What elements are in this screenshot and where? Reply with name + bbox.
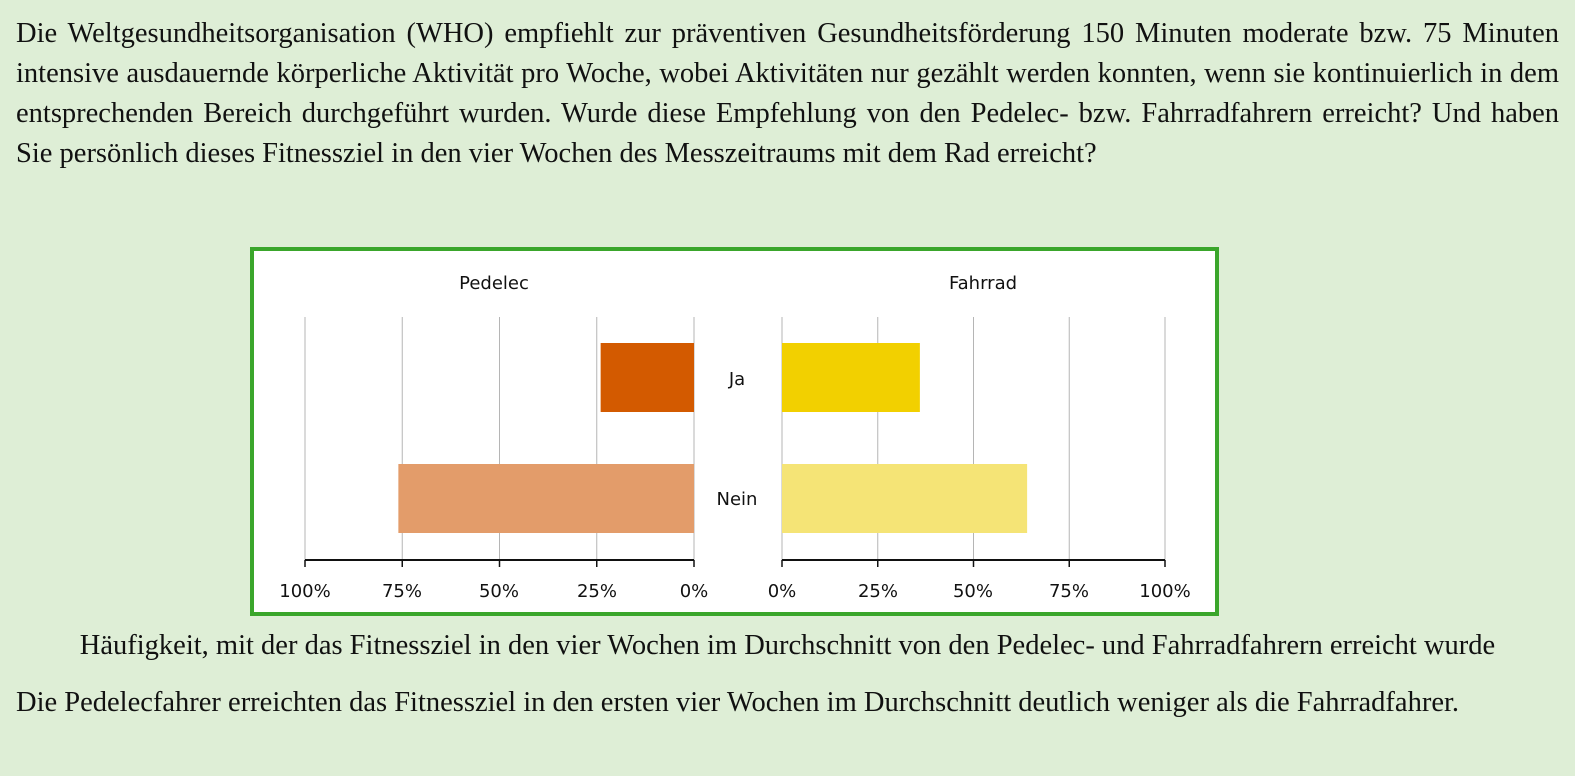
tick-label: 50%	[953, 581, 993, 602]
tick-label: 75%	[1049, 581, 1089, 602]
tick-label: 100%	[279, 581, 330, 602]
tick-label: 0%	[768, 581, 797, 602]
tick-label: 25%	[577, 581, 617, 602]
category-label-ja: Ja	[728, 369, 745, 390]
bar-fahrrad-nein	[782, 464, 1028, 533]
bar-fahrrad-ja	[782, 343, 920, 412]
tick-label: 0%	[680, 581, 709, 602]
bar-pedelec-ja	[600, 343, 694, 412]
conclusion-paragraph: Die Pedelecfahrer erreichten das Fitness…	[16, 687, 1460, 718]
axes	[304, 559, 1166, 567]
bar-pedelec-nein	[398, 464, 694, 533]
tick-label: 100%	[1139, 581, 1190, 602]
diverging-bar-chart: Pedelec Fahrrad Ja Nein 100% 75% 50% 25%…	[279, 273, 1190, 602]
category-label-nein: Nein	[717, 489, 758, 510]
figure-caption: Häufigkeit, mit der das Fitnessziel in d…	[79, 630, 1496, 661]
tick-label: 25%	[858, 581, 898, 602]
chart-figure: Pedelec Fahrrad Ja Nein 100% 75% 50% 25%…	[250, 247, 1219, 616]
chart-title-pedelec: Pedelec	[459, 273, 529, 294]
tick-label: 75%	[382, 581, 422, 602]
chart-title-fahrrad: Fahrrad	[949, 273, 1017, 294]
intro-paragraph: Die Weltgesundheitsorganisation (WHO) em…	[16, 18, 1559, 169]
bars	[398, 343, 1028, 533]
tick-label: 50%	[479, 581, 519, 602]
